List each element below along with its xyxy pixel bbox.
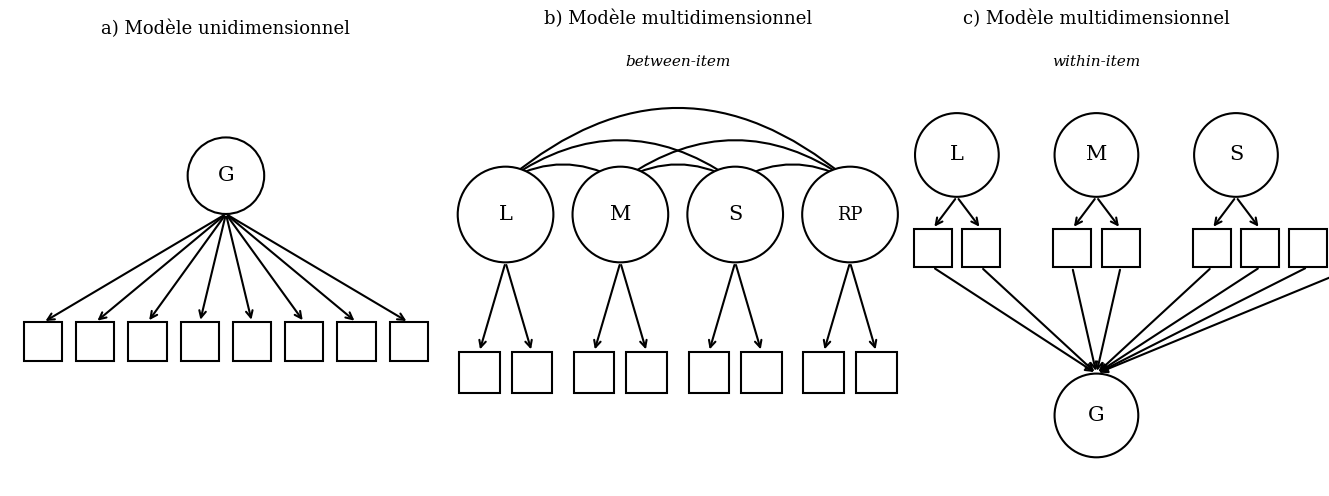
Circle shape (1195, 113, 1277, 197)
Bar (338, 322, 376, 361)
Circle shape (803, 167, 898, 262)
Bar (1192, 229, 1231, 267)
Text: G: G (218, 166, 234, 185)
Bar (1053, 229, 1091, 267)
Bar (913, 229, 952, 267)
Bar (233, 322, 271, 361)
Bar (742, 352, 781, 393)
Bar (286, 322, 323, 361)
Bar (962, 229, 1001, 267)
Text: c) Modèle multidimensionnel: c) Modèle multidimensionnel (964, 10, 1229, 28)
Bar (688, 352, 730, 393)
Text: between-item: between-item (625, 55, 731, 68)
Text: G: G (1088, 406, 1104, 425)
Bar (24, 322, 62, 361)
Circle shape (1055, 113, 1138, 197)
Circle shape (1055, 373, 1138, 457)
Bar (574, 352, 614, 393)
Bar (803, 352, 844, 393)
Circle shape (457, 167, 553, 262)
Text: within-item: within-item (1053, 55, 1140, 68)
Bar (1241, 229, 1280, 267)
Circle shape (573, 167, 668, 262)
Bar (76, 322, 114, 361)
Text: L: L (950, 145, 964, 165)
Circle shape (187, 137, 264, 214)
Bar (856, 352, 897, 393)
Circle shape (914, 113, 999, 197)
Bar (1289, 229, 1326, 267)
Bar (129, 322, 166, 361)
Bar (459, 352, 500, 393)
Text: S: S (728, 205, 743, 224)
Bar (512, 352, 552, 393)
Text: M: M (1086, 145, 1107, 165)
Circle shape (687, 167, 783, 262)
Text: RP: RP (837, 205, 863, 224)
Text: b) Modèle multidimensionnel: b) Modèle multidimensionnel (544, 10, 812, 28)
Bar (181, 322, 219, 361)
Bar (1102, 229, 1140, 267)
Bar (626, 352, 667, 393)
Bar (389, 322, 428, 361)
Text: M: M (610, 205, 631, 224)
Text: L: L (498, 205, 513, 224)
Text: a) Modèle unidimensionnel: a) Modèle unidimensionnel (101, 20, 351, 38)
Text: S: S (1229, 145, 1243, 165)
